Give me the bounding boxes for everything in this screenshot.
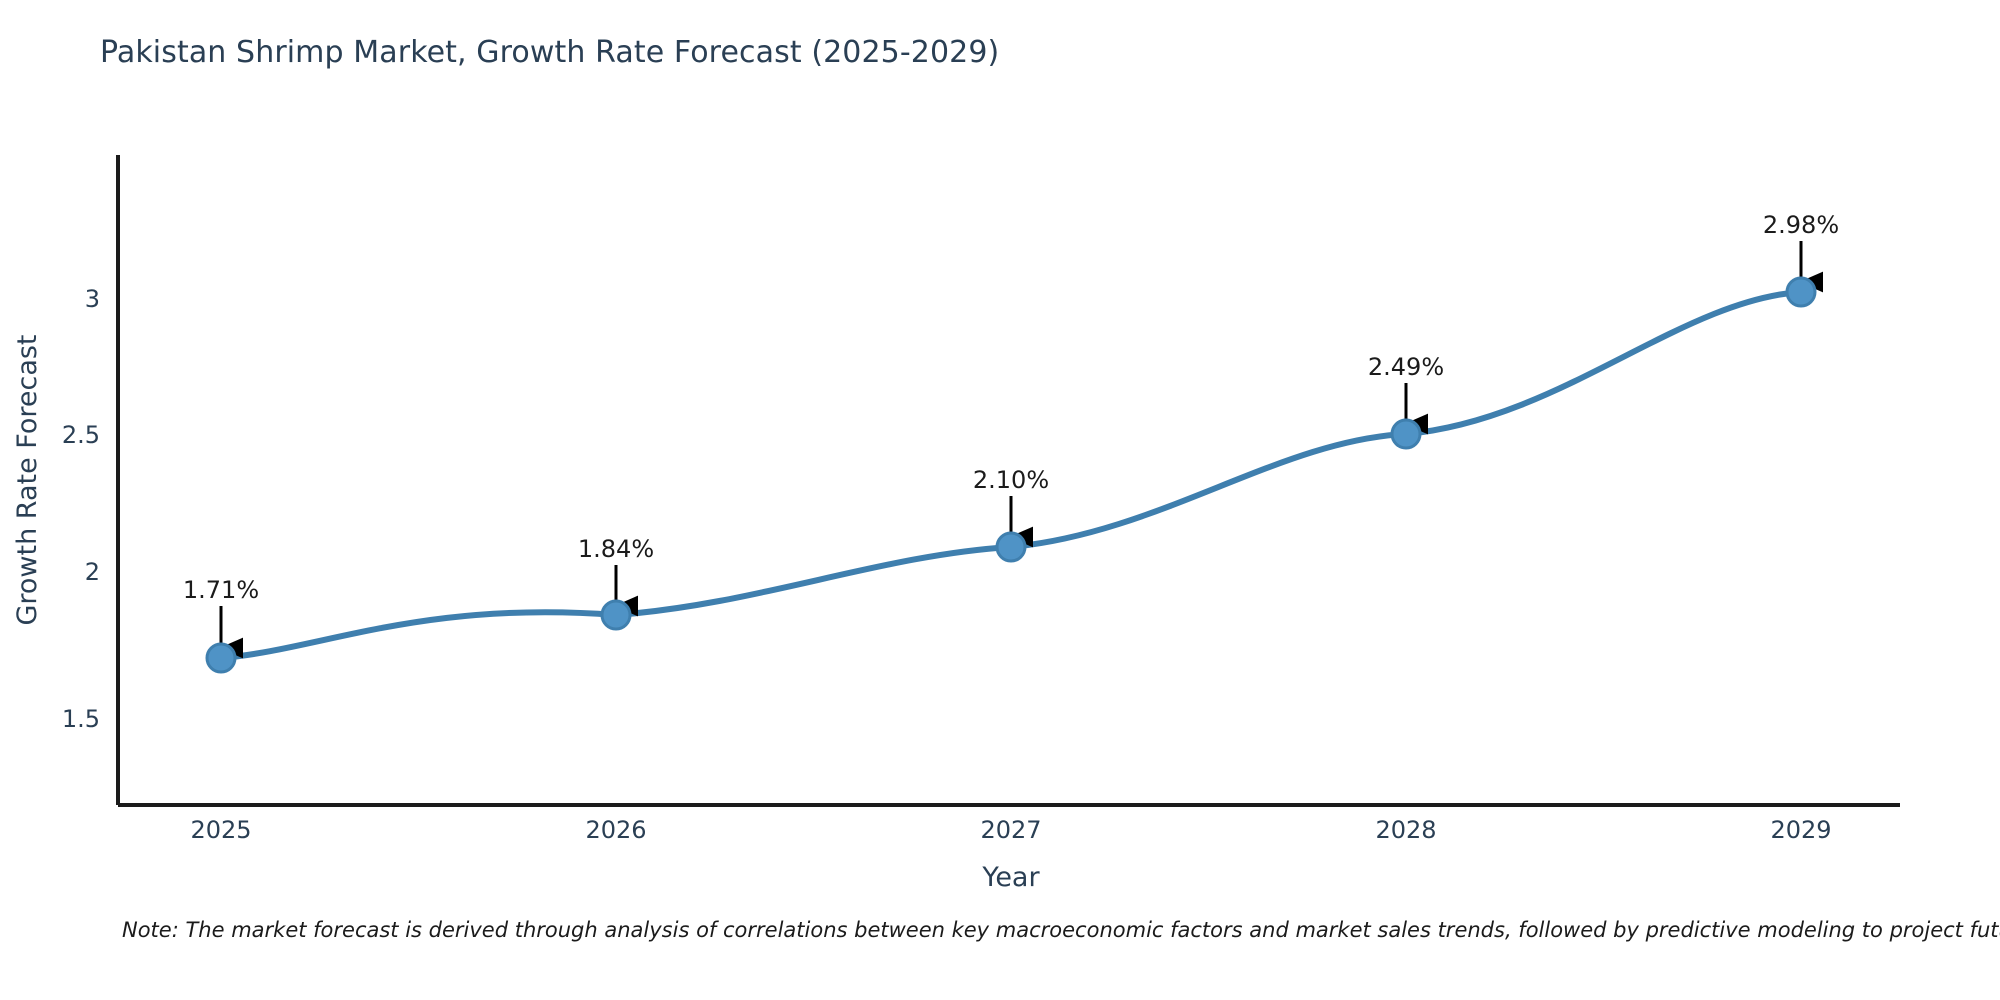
data-label-2025: 1.71% [183, 576, 259, 604]
x-tick-label-2025: 2025 [190, 816, 251, 844]
annotation-arrows [219, 241, 1824, 659]
data-point-2026[interactable] [600, 599, 632, 631]
y-tick-label-2: 2 [85, 558, 100, 586]
data-label-2029: 2.98% [1763, 211, 1839, 239]
x-tick-label-2026: 2026 [585, 816, 646, 844]
data-point-2028[interactable] [1390, 418, 1422, 450]
data-label-2026: 1.84% [578, 535, 654, 563]
data-point-2029[interactable] [1785, 276, 1817, 308]
chart-title: Pakistan Shrimp Market, Growth Rate Fore… [100, 35, 1000, 70]
y-tick-label-1-5: 1.5 [62, 705, 100, 733]
data-point-2027[interactable] [995, 531, 1027, 563]
x-tick-label-2028: 2028 [1375, 816, 1436, 844]
x-tick-label-2027: 2027 [980, 816, 1041, 844]
data-label-2027: 2.10% [973, 466, 1049, 494]
chart-footnote: Note: The market forecast is derived thr… [122, 918, 2000, 942]
data-label-2028: 2.49% [1368, 353, 1444, 381]
data-point-labels: 1.71% 1.84% 2.10% 2.49% 2.98% [183, 211, 1839, 604]
y-tick-label-2-5: 2.5 [62, 421, 100, 449]
x-axis-title: Year [981, 862, 1040, 893]
x-tick-label-2029: 2029 [1770, 816, 1831, 844]
y-tick-label-3: 3 [85, 285, 100, 313]
x-axis-tick-labels: 2025 2026 2027 2028 2029 [190, 816, 1831, 844]
data-point-markers [205, 276, 1817, 674]
y-axis-title: Growth Rate Forecast [12, 334, 43, 625]
y-axis-tick-labels: 3 2.5 2 1.5 [62, 285, 100, 733]
data-point-2025[interactable] [205, 642, 237, 674]
